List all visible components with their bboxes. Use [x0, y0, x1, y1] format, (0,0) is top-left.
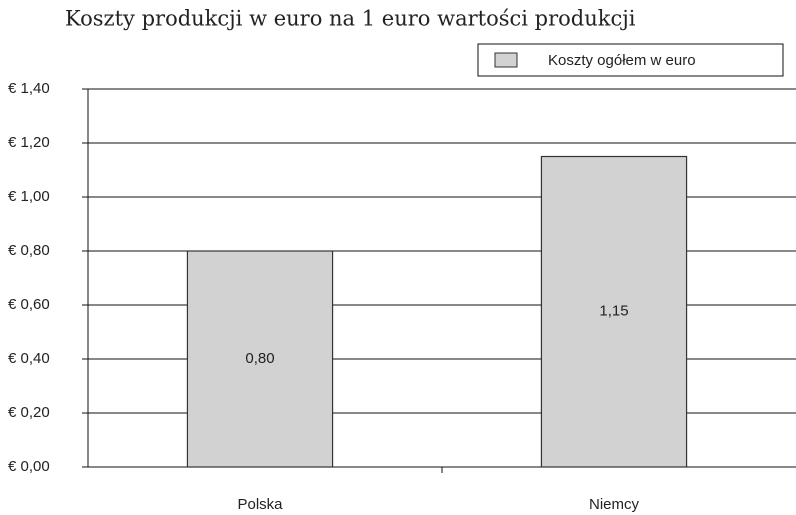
bar [186, 250, 334, 468]
y-tick-label: € 0,00 [8, 458, 50, 475]
y-tick-label: € 1,40 [8, 80, 50, 97]
x-tick-label: Niemcy [589, 496, 640, 513]
y-tick-label: € 0,60 [8, 296, 50, 313]
x-tick-label: Polska [237, 496, 283, 513]
y-tick-label: € 1,00 [8, 188, 50, 205]
y-tick-label: € 0,20 [8, 404, 50, 421]
y-tick-label: € 0,40 [8, 350, 50, 367]
data-label: 0,80 [245, 350, 274, 367]
bar [540, 155, 688, 468]
legend-swatch [494, 52, 518, 68]
chart-title: Koszty produkcji w euro na 1 euro wartoś… [65, 7, 636, 31]
y-tick-label: € 0,80 [8, 242, 50, 259]
data-label: 1,15 [599, 303, 628, 320]
legend-label: Koszty ogółem w euro [548, 52, 696, 69]
y-tick-label: € 1,20 [8, 134, 50, 151]
legend-box [477, 43, 784, 77]
